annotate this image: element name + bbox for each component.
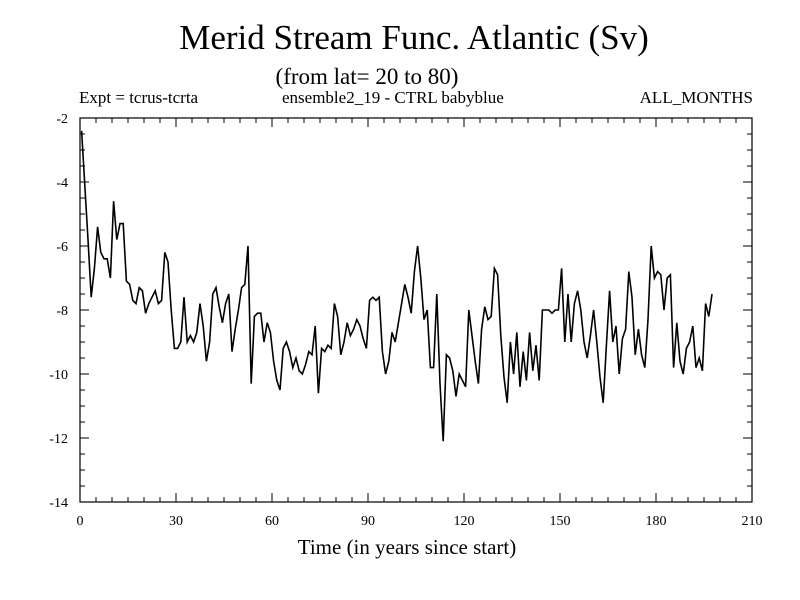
chart-subtitle: (from lat= 20 to 80)	[275, 64, 459, 89]
x-axis-label: Time (in years since start)	[298, 535, 517, 559]
x-tick-label: 90	[361, 514, 375, 529]
experiment-label: Expt = tcrus-tcrta	[79, 88, 199, 107]
y-tick-label: -8	[56, 304, 68, 319]
y-tick-label: -6	[56, 240, 68, 255]
ensemble-label: ensemble2_19 - CTRL babyblue	[282, 88, 504, 107]
y-tick-label: -2	[56, 112, 68, 127]
y-tick-label: -4	[56, 176, 68, 191]
axis-tick-labels: 0 30 60 90 120 150 180 210 -2 -4 -6 -8 -10 -12 -14	[49, 112, 762, 529]
x-tick-label: 0	[77, 514, 84, 529]
chart-title: Merid Stream Func. Atlantic (Sv)	[179, 18, 649, 57]
x-tick-label: 60	[265, 514, 279, 529]
x-tick-label: 120	[454, 514, 475, 529]
series-line	[80, 130, 713, 442]
x-tick-label: 30	[169, 514, 183, 529]
y-tick-label: -12	[49, 432, 68, 447]
months-label: ALL_MONTHS	[639, 88, 753, 107]
plot-frame	[79, 117, 753, 503]
y-tick-label: -10	[49, 368, 68, 383]
x-tick-label: 210	[742, 514, 763, 529]
x-tick-label: 180	[646, 514, 667, 529]
y-tick-label: -14	[49, 496, 68, 511]
axis-ticks	[79, 117, 753, 503]
x-tick-label: 150	[550, 514, 571, 529]
